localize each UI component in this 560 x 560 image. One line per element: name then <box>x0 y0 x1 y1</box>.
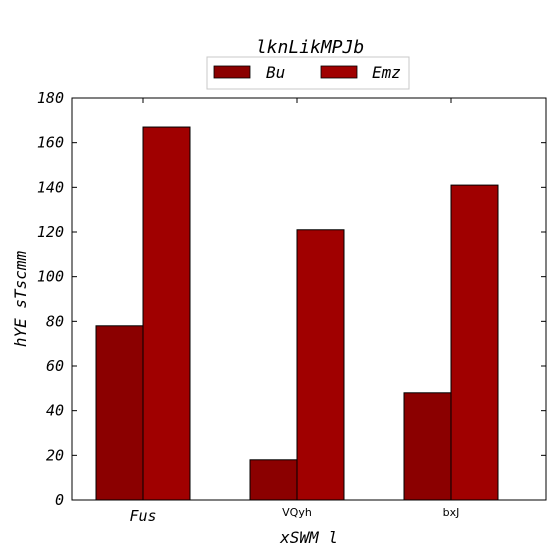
y-tick-label: 160 <box>37 134 64 152</box>
y-tick-label: 20 <box>46 446 64 464</box>
y-tick-label: 100 <box>37 268 64 286</box>
x-axis: Fus VQyh bxJ <box>129 98 459 525</box>
bar-bu-vqyh <box>249 459 298 501</box>
legend-label-emz: Emz <box>372 63 401 82</box>
bars-group <box>95 126 499 501</box>
bar-bu-bxj <box>403 392 452 501</box>
x-tick-label: Fus <box>129 507 156 525</box>
y-axis: 0 20 40 60 80 100 120 140 160 180 <box>37 89 546 509</box>
bar-emz-vqyh <box>296 229 345 501</box>
y-tick-label: 40 <box>46 402 64 420</box>
y-tick-label: 60 <box>46 357 64 375</box>
bar-bu-fus <box>95 325 144 501</box>
legend-swatch-emz <box>320 65 358 79</box>
y-tick-label: 120 <box>37 223 64 241</box>
y-axis-label: hYE sTscmm <box>11 250 30 347</box>
plot-frame <box>71 97 547 501</box>
y-tick-label: 80 <box>46 312 64 330</box>
x-tick-label: VQyh <box>282 506 312 519</box>
y-tick-label: 180 <box>37 89 64 107</box>
y-tick-label: 0 <box>55 491 64 509</box>
bar-emz-bxj <box>450 184 499 501</box>
x-tick-label: bxJ <box>443 506 460 519</box>
bar-emz-fus <box>142 126 191 501</box>
legend: Bu Emz <box>206 56 410 90</box>
x-axis-label: xSWM l <box>279 528 338 547</box>
chart-title: lknLikMPJb <box>256 37 364 58</box>
y-tick-label: 140 <box>37 178 64 196</box>
legend-swatch-bu <box>213 65 251 79</box>
legend-label-bu: Bu <box>266 63 285 82</box>
